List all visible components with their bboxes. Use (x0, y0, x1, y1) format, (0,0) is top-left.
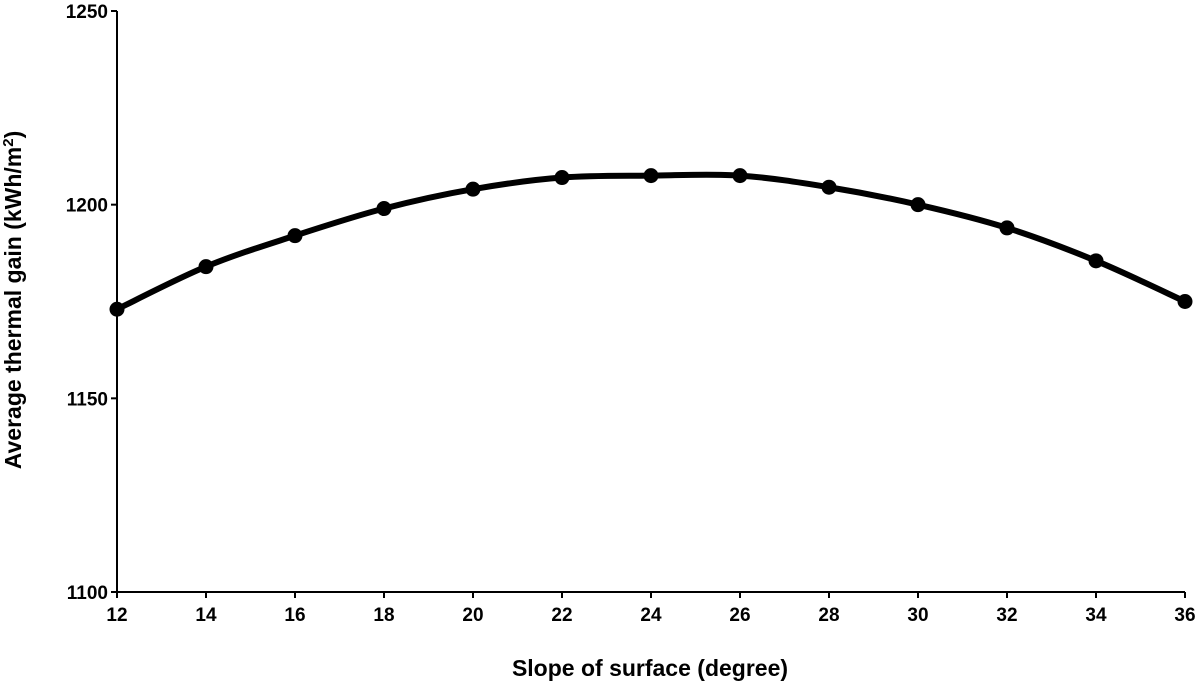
data-point (732, 168, 748, 184)
data-point (1088, 253, 1104, 269)
x-tick-label: 26 (729, 605, 750, 626)
x-axis-title: Slope of surface (degree) (512, 655, 788, 681)
x-tick-label: 22 (551, 605, 572, 626)
y-tick-label: 1250 (66, 2, 108, 23)
data-point (287, 228, 303, 244)
x-tick-label: 16 (284, 605, 305, 626)
data-point (554, 170, 570, 186)
x-tick-label: 36 (1174, 605, 1195, 626)
y-tick-label: 1150 (67, 389, 108, 410)
data-point (198, 259, 214, 275)
y-tick-label: 1100 (67, 583, 108, 604)
x-tick-label: 18 (373, 605, 394, 626)
data-point (643, 168, 659, 184)
x-tick-label: 32 (996, 605, 1017, 626)
data-point (109, 301, 125, 317)
data-point (376, 201, 392, 217)
y-tick-label: 1200 (66, 196, 108, 217)
data-point (1177, 294, 1193, 309)
x-tick-label: 14 (195, 605, 217, 626)
data-point (910, 197, 926, 213)
data-point (821, 179, 837, 195)
x-tick-label: 24 (640, 605, 662, 626)
x-tick-label: 12 (106, 605, 127, 626)
x-tick-label: 28 (818, 605, 839, 626)
data-point (465, 181, 481, 197)
x-ticks: 12 14 16 18 20 22 24 26 28 30 32 34 36 (106, 592, 1196, 626)
data-point (999, 220, 1015, 236)
x-tick-label: 20 (462, 605, 483, 626)
y-axis-title: Average thermal gain (kWh/m2) (0, 131, 26, 470)
y-ticks: 1100 1150 1200 1250 (66, 2, 117, 604)
x-tick-label: 34 (1085, 605, 1107, 626)
series-layer (109, 168, 1193, 317)
axes (116, 11, 1185, 593)
x-tick-label: 30 (907, 605, 928, 626)
series-line (114, 171, 1188, 313)
y-axis-title-main: Average thermal gain (kWh/m (0, 147, 26, 470)
y-axis-title-close: ) (0, 131, 26, 139)
y-axis-title-superscript: 2 (0, 138, 17, 146)
